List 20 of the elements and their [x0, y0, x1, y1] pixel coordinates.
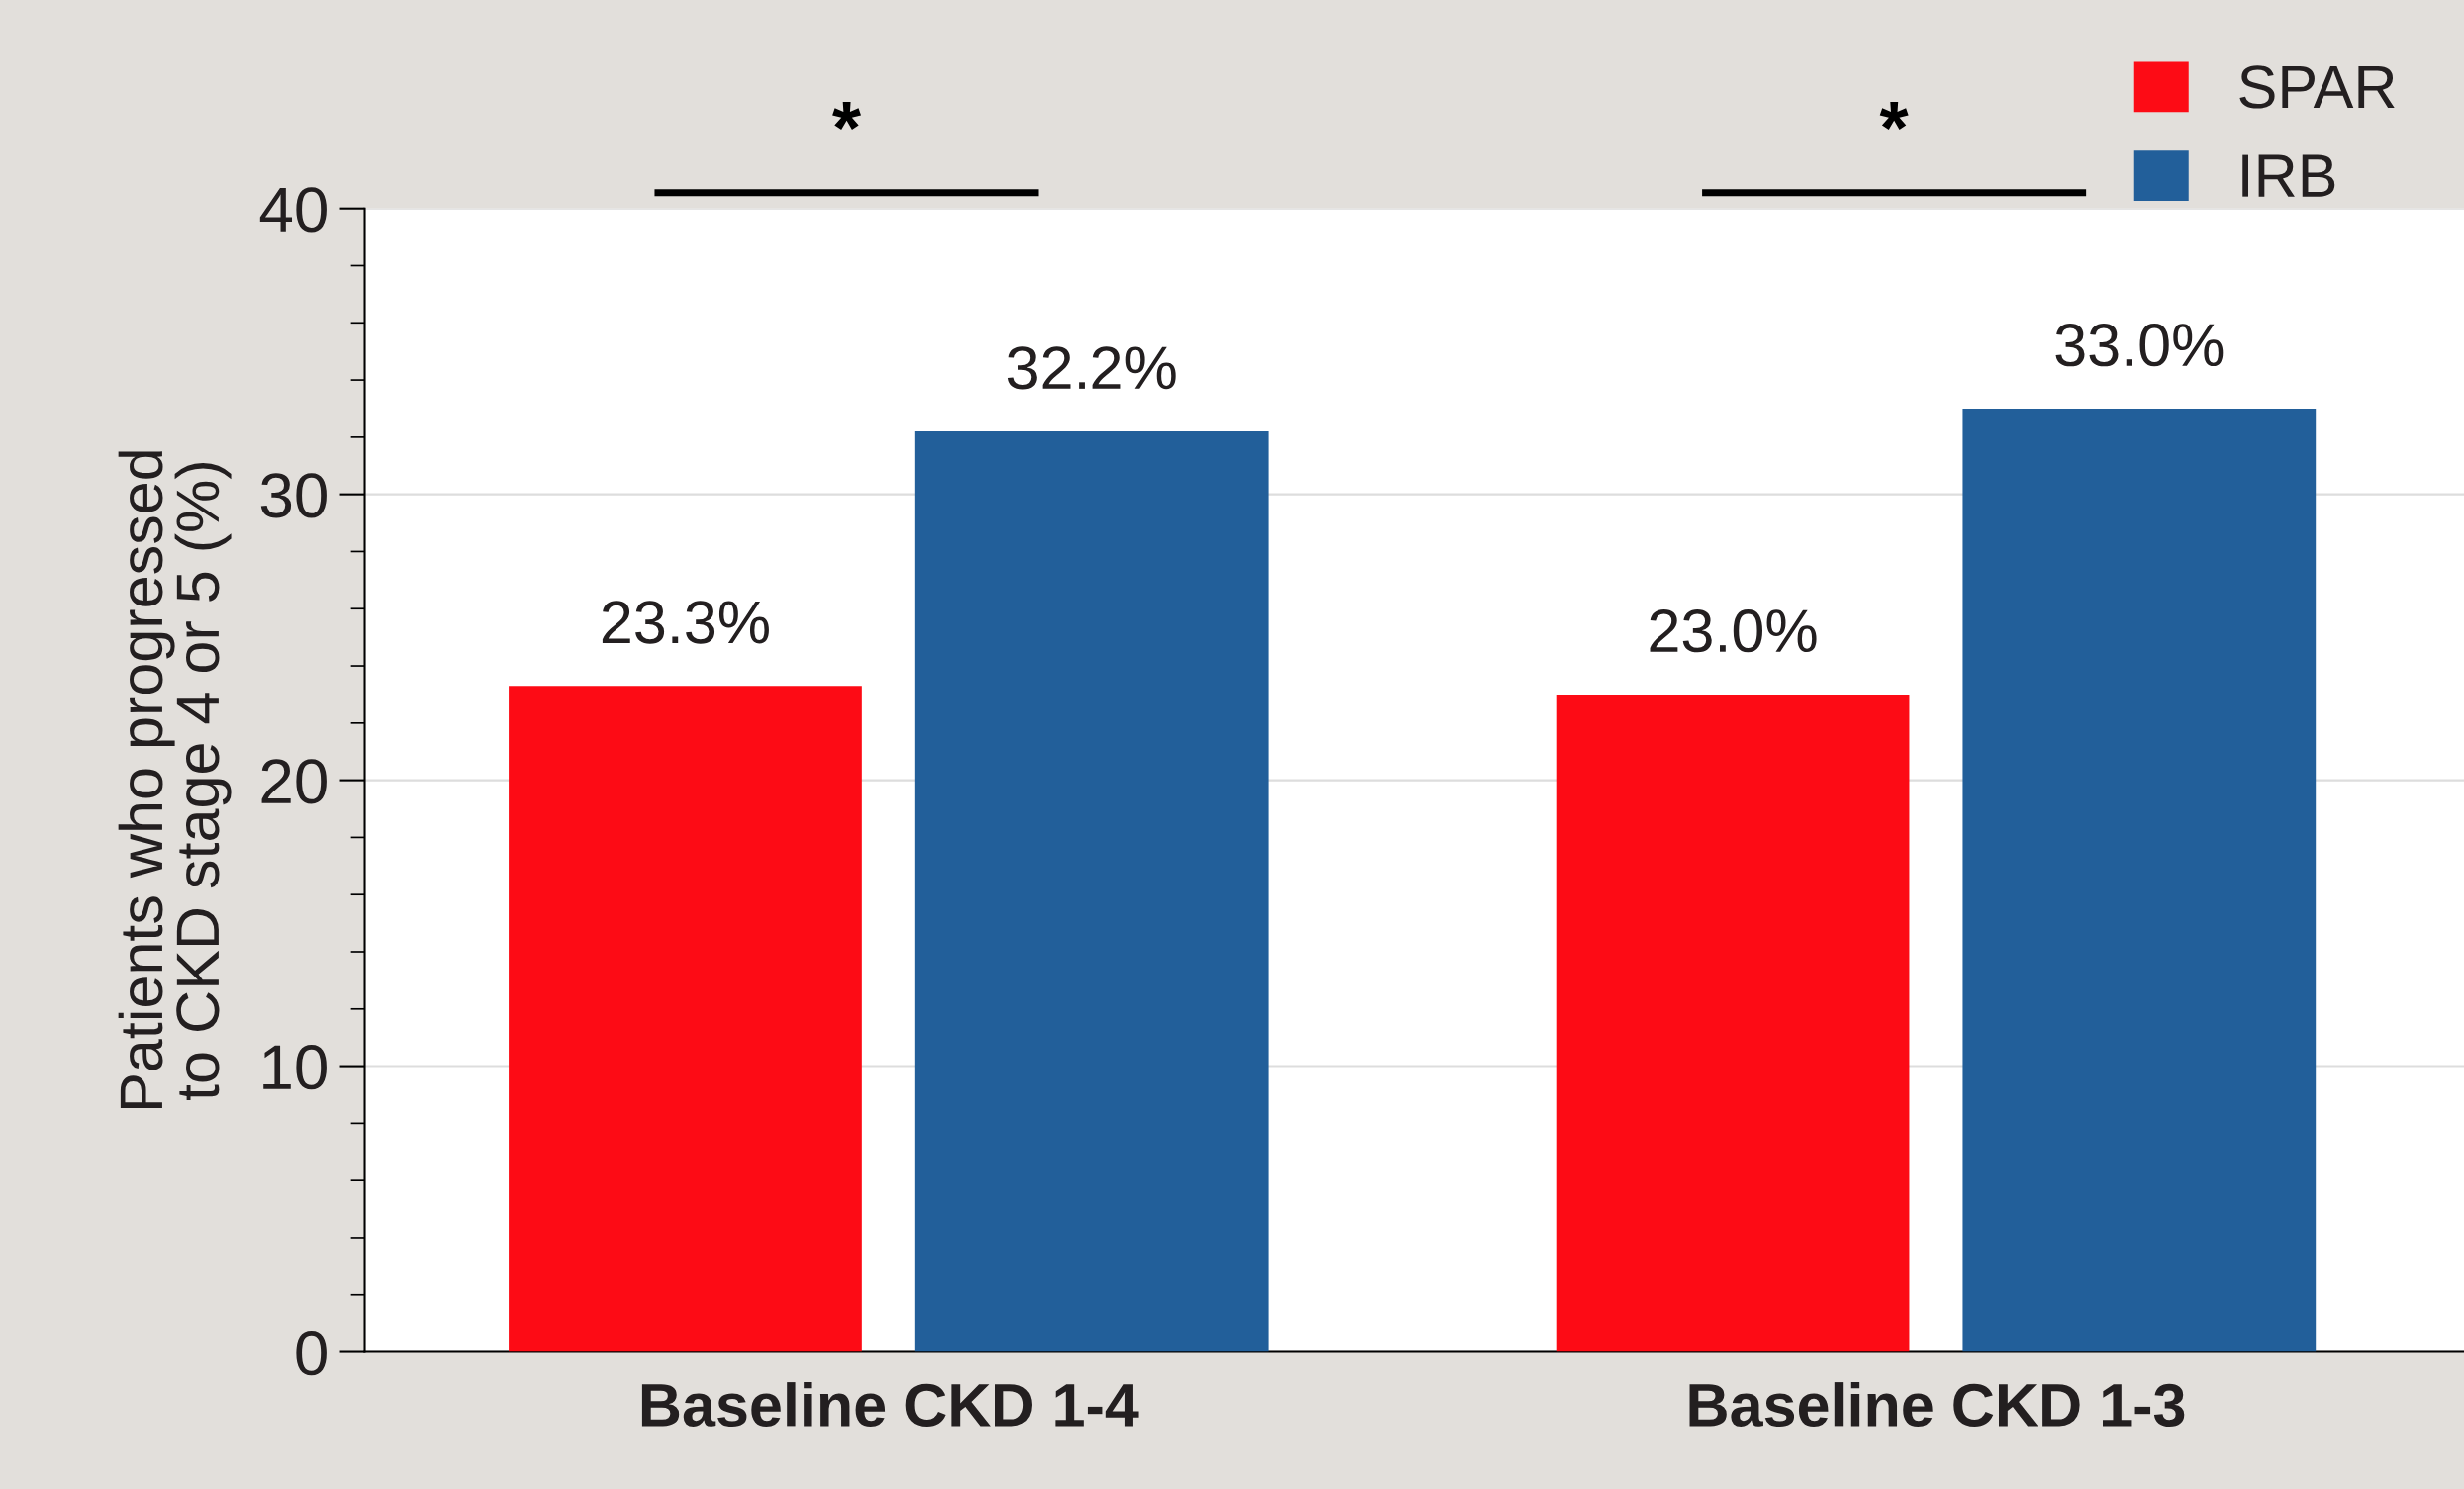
- legend-label: IRB: [2242, 154, 2335, 197]
- x-tick-label: Baseline CKD 1-3: [1689, 1382, 2185, 1428]
- bar: [509, 686, 862, 1352]
- bar: [1556, 694, 1910, 1352]
- y-tick-label: 10: [263, 1045, 327, 1090]
- text: *: [832, 102, 861, 130]
- y-tick-label: 20: [261, 759, 327, 804]
- y-tick-label: 30: [260, 473, 327, 518]
- y-tick-label: 0: [296, 1331, 327, 1376]
- x-tick-label: Baseline CKD 1-4: [641, 1382, 1139, 1427]
- y-axis-title: Patients who progressed to CKD stage 4 or 5 (%): [118, 451, 232, 1108]
- bar: [1962, 408, 2317, 1352]
- data-label: 32.2%: [1007, 346, 1176, 390]
- bar: [914, 431, 1269, 1352]
- data-label: 23.3%: [602, 601, 769, 644]
- legend-label: SPAR: [2239, 65, 2395, 109]
- y-tick-label: 40: [259, 187, 327, 233]
- text: *: [1879, 102, 1909, 130]
- data-label: 23.0%: [1650, 609, 1817, 653]
- data-label: 33.0%: [2055, 324, 2224, 367]
